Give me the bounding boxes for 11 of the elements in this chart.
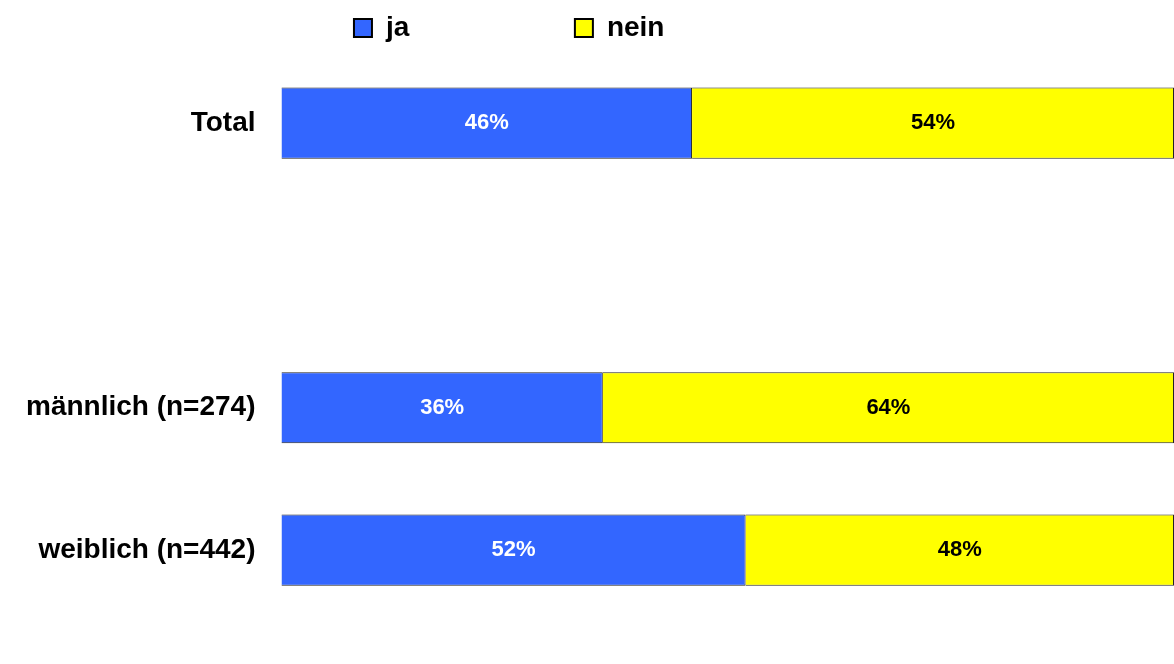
y-tick-label: Total: [190, 105, 256, 137]
y-tick-label: weiblich (n=442): [37, 532, 256, 564]
y-tick-label: männlich (n=274): [25, 390, 256, 422]
data-label: 48%: [937, 536, 982, 562]
legend-label: nein: [606, 10, 821, 42]
data-label: 54%: [911, 109, 956, 135]
legend-label: ja: [384, 10, 565, 42]
data-label: 52%: [491, 536, 536, 562]
data-label: 64%: [866, 393, 911, 419]
data-label: 36%: [420, 393, 465, 419]
data-label: 46%: [464, 109, 509, 135]
